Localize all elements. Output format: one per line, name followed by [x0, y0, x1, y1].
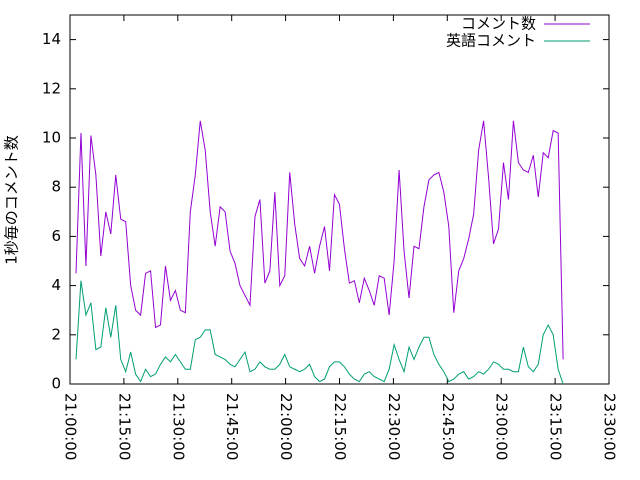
- y-axis-label: 1秒毎のコメント数: [3, 135, 21, 265]
- x-tick-label: 23:15:00: [547, 393, 565, 460]
- y-tick-label: 6: [51, 227, 61, 245]
- y-tick-label: 8: [51, 178, 61, 196]
- y-tick-label: 14: [42, 30, 61, 48]
- x-tick-label: 22:15:00: [331, 393, 349, 460]
- x-tick-label: 22:00:00: [277, 393, 295, 460]
- y-tick-label: 0: [51, 375, 61, 393]
- x-tick-label: 22:30:00: [385, 393, 403, 460]
- plot-border: [69, 14, 610, 385]
- series-line: [75, 280, 564, 385]
- y-tick-label: 2: [51, 325, 61, 343]
- legend-label: コメント数: [461, 15, 536, 33]
- y-tick-label: 4: [51, 276, 61, 294]
- x-tick-label: 22:45:00: [439, 393, 457, 460]
- legend-label: 英語コメント: [446, 32, 536, 50]
- y-tick-label: 12: [42, 79, 61, 97]
- x-tick-label: 23:00:00: [493, 393, 511, 460]
- x-tick-label: 21:15:00: [115, 393, 133, 460]
- x-tick-label: 21:30:00: [169, 393, 187, 460]
- x-tick-label: 23:30:00: [601, 393, 619, 460]
- x-tick-label: 21:00:00: [62, 393, 80, 460]
- series-line: [75, 120, 564, 360]
- y-tick-label: 10: [42, 129, 61, 147]
- x-tick-label: 21:45:00: [223, 393, 241, 460]
